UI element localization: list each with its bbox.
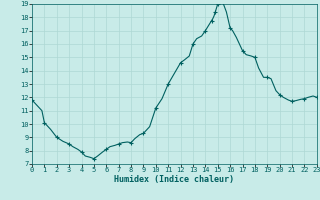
X-axis label: Humidex (Indice chaleur): Humidex (Indice chaleur) — [115, 175, 234, 184]
